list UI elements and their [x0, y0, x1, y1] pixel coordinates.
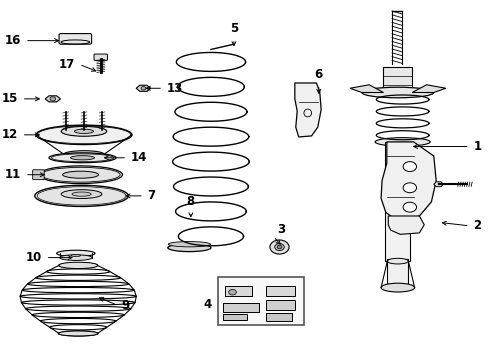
Ellipse shape [41, 167, 120, 182]
Ellipse shape [61, 190, 102, 198]
Bar [265, 286, 294, 296]
Circle shape [402, 202, 416, 212]
Ellipse shape [49, 153, 116, 163]
Bar [385, 142, 409, 261]
Circle shape [141, 86, 145, 90]
Text: 8: 8 [186, 195, 195, 208]
Ellipse shape [361, 87, 433, 98]
Text: 15: 15 [1, 93, 18, 105]
Text: 9: 9 [121, 299, 129, 312]
Polygon shape [433, 182, 443, 187]
Text: 5: 5 [229, 22, 238, 35]
Text: 14: 14 [131, 151, 147, 164]
Ellipse shape [35, 185, 128, 207]
Ellipse shape [374, 138, 429, 146]
Circle shape [402, 162, 416, 171]
Text: 16: 16 [5, 34, 21, 47]
Polygon shape [45, 96, 61, 102]
Text: 3: 3 [277, 223, 285, 236]
Ellipse shape [70, 156, 94, 160]
Ellipse shape [62, 171, 99, 178]
Ellipse shape [36, 125, 132, 145]
Bar [225, 286, 251, 296]
Ellipse shape [61, 126, 106, 136]
Ellipse shape [168, 242, 210, 247]
Ellipse shape [386, 258, 407, 264]
Circle shape [269, 240, 288, 254]
Text: 2: 2 [472, 219, 481, 232]
Ellipse shape [60, 255, 92, 260]
Ellipse shape [71, 255, 81, 257]
Ellipse shape [37, 187, 125, 205]
Ellipse shape [59, 262, 98, 269]
Bar [223, 303, 258, 312]
Text: 13: 13 [166, 82, 183, 95]
Ellipse shape [74, 129, 93, 134]
Ellipse shape [64, 151, 104, 158]
Bar [218, 277, 304, 325]
Circle shape [228, 289, 236, 295]
Bar [223, 314, 246, 320]
Text: 6: 6 [314, 68, 322, 81]
Polygon shape [411, 85, 445, 93]
Ellipse shape [167, 244, 210, 252]
Text: 1: 1 [472, 140, 481, 153]
Text: 12: 12 [1, 129, 18, 141]
FancyBboxPatch shape [33, 170, 44, 180]
Bar [265, 313, 292, 321]
Polygon shape [380, 142, 435, 220]
FancyBboxPatch shape [94, 54, 107, 60]
Bar [386, 259, 407, 286]
Text: 11: 11 [5, 168, 21, 181]
Bar [265, 300, 294, 310]
Polygon shape [387, 216, 424, 234]
Circle shape [50, 97, 56, 101]
Text: 17: 17 [59, 58, 75, 71]
Ellipse shape [57, 250, 95, 257]
Bar [383, 67, 411, 92]
Ellipse shape [72, 192, 91, 196]
FancyBboxPatch shape [59, 33, 91, 44]
Circle shape [402, 183, 416, 193]
Polygon shape [349, 85, 383, 93]
Circle shape [277, 245, 281, 249]
Text: 4: 4 [203, 298, 211, 311]
Text: 10: 10 [25, 251, 41, 264]
Ellipse shape [380, 283, 414, 292]
Circle shape [274, 243, 284, 251]
Text: 7: 7 [147, 189, 156, 202]
Ellipse shape [58, 331, 98, 336]
Polygon shape [136, 85, 150, 91]
Polygon shape [294, 83, 321, 137]
Ellipse shape [39, 166, 122, 184]
